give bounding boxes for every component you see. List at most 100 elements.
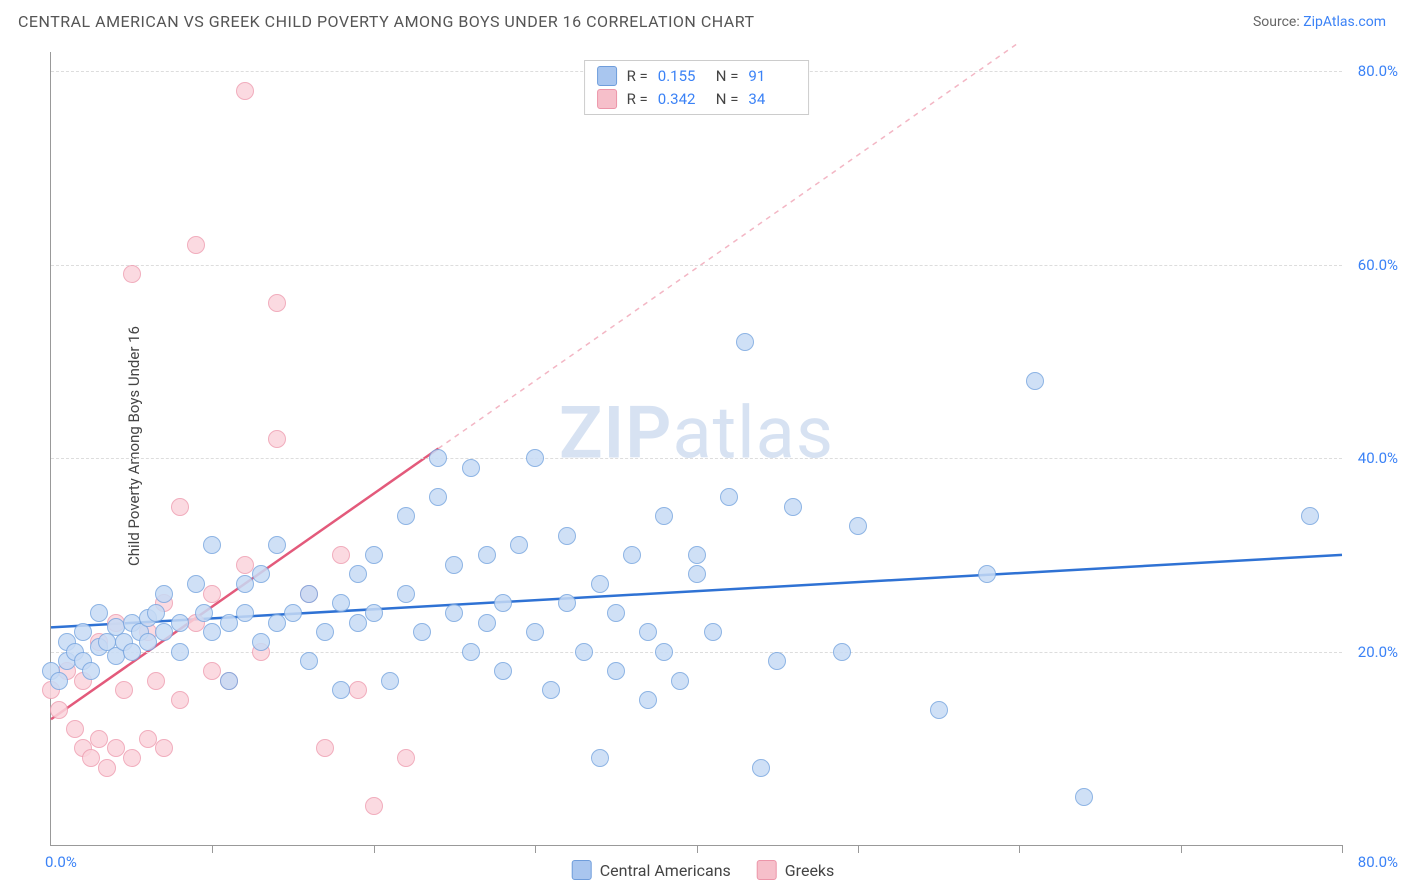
data-point xyxy=(655,643,673,661)
data-point xyxy=(639,623,657,641)
stat-r-label: R = xyxy=(627,88,648,111)
data-point xyxy=(429,449,447,467)
data-point xyxy=(542,681,560,699)
x-tick xyxy=(1342,845,1343,853)
source-link[interactable]: ZipAtlas.com xyxy=(1303,14,1386,30)
data-point xyxy=(220,614,238,632)
data-point xyxy=(316,739,334,757)
x-tick xyxy=(858,845,859,853)
data-point xyxy=(284,604,302,622)
x-tick xyxy=(374,845,375,853)
stat-r-value: 0.342 xyxy=(658,88,706,111)
data-point xyxy=(220,672,238,690)
data-point xyxy=(147,604,165,622)
data-point xyxy=(736,333,754,351)
data-point xyxy=(833,643,851,661)
data-point xyxy=(300,652,318,670)
bottom-legend: Central Americans Greeks xyxy=(572,860,835,880)
data-point xyxy=(784,498,802,516)
data-point xyxy=(268,614,286,632)
data-point xyxy=(526,449,544,467)
data-point xyxy=(268,294,286,312)
stat-n-label: N = xyxy=(716,88,739,111)
data-point xyxy=(349,565,367,583)
data-point xyxy=(252,565,270,583)
data-point xyxy=(1075,788,1093,806)
data-point xyxy=(123,749,141,767)
data-point xyxy=(978,565,996,583)
data-point xyxy=(849,517,867,535)
data-point xyxy=(462,459,480,477)
data-point xyxy=(203,536,221,554)
data-point xyxy=(607,604,625,622)
data-point xyxy=(50,701,68,719)
data-point xyxy=(155,623,173,641)
data-point xyxy=(115,681,133,699)
data-point xyxy=(429,488,447,506)
data-point xyxy=(107,739,125,757)
data-point xyxy=(252,633,270,651)
legend-label: Central Americans xyxy=(600,861,731,880)
y-tick-label: 80.0% xyxy=(1358,62,1398,80)
data-point xyxy=(397,585,415,603)
data-point xyxy=(607,662,625,680)
stat-n-value: 34 xyxy=(748,88,796,111)
data-point xyxy=(139,633,157,651)
data-point xyxy=(510,536,528,554)
data-point xyxy=(720,488,738,506)
data-point xyxy=(365,604,383,622)
x-max-label: 80.0% xyxy=(1358,853,1398,871)
stats-legend-box: R =0.155N =91R =0.342N =34 xyxy=(584,60,810,115)
data-point xyxy=(494,594,512,612)
regression-lines xyxy=(51,52,1342,845)
watermark-atlas: atlas xyxy=(672,390,834,475)
scatter-chart: ZIPatlas 20.0%40.0%60.0%80.0%0.0%80.0%R … xyxy=(50,52,1342,846)
legend-swatch-icon xyxy=(572,860,592,880)
data-point xyxy=(236,604,254,622)
data-point xyxy=(688,546,706,564)
data-point xyxy=(462,643,480,661)
data-point xyxy=(171,643,189,661)
data-point xyxy=(123,643,141,661)
series-swatch-icon xyxy=(597,66,617,86)
data-point xyxy=(332,546,350,564)
data-point xyxy=(332,681,350,699)
data-point xyxy=(155,585,173,603)
data-point xyxy=(623,546,641,564)
data-point xyxy=(268,536,286,554)
data-point xyxy=(171,691,189,709)
data-point xyxy=(74,623,92,641)
data-point xyxy=(203,662,221,680)
data-point xyxy=(688,565,706,583)
data-point xyxy=(187,236,205,254)
stats-row: R =0.155N =91 xyxy=(597,65,797,88)
data-point xyxy=(349,614,367,632)
data-point xyxy=(187,575,205,593)
data-point xyxy=(478,614,496,632)
data-point xyxy=(147,672,165,690)
data-point xyxy=(268,430,286,448)
data-point xyxy=(236,556,254,574)
source-prefix: Source: xyxy=(1253,14,1303,30)
page-title: CENTRAL AMERICAN VS GREEK CHILD POVERTY … xyxy=(18,12,755,31)
gridline xyxy=(51,652,1342,653)
data-point xyxy=(591,575,609,593)
data-point xyxy=(381,672,399,690)
data-point xyxy=(316,623,334,641)
legend-label: Greeks xyxy=(785,861,835,880)
x-tick xyxy=(697,845,698,853)
data-point xyxy=(90,604,108,622)
legend-swatch-icon xyxy=(757,860,777,880)
stat-n-label: N = xyxy=(716,65,739,88)
data-point xyxy=(236,82,254,100)
gridline xyxy=(51,458,1342,459)
data-point xyxy=(526,623,544,641)
stat-r-label: R = xyxy=(627,65,648,88)
stat-n-value: 91 xyxy=(748,65,796,88)
data-point xyxy=(752,759,770,777)
data-point xyxy=(930,701,948,719)
data-point xyxy=(66,720,84,738)
data-point xyxy=(236,575,254,593)
data-point xyxy=(365,546,383,564)
data-point xyxy=(203,585,221,603)
